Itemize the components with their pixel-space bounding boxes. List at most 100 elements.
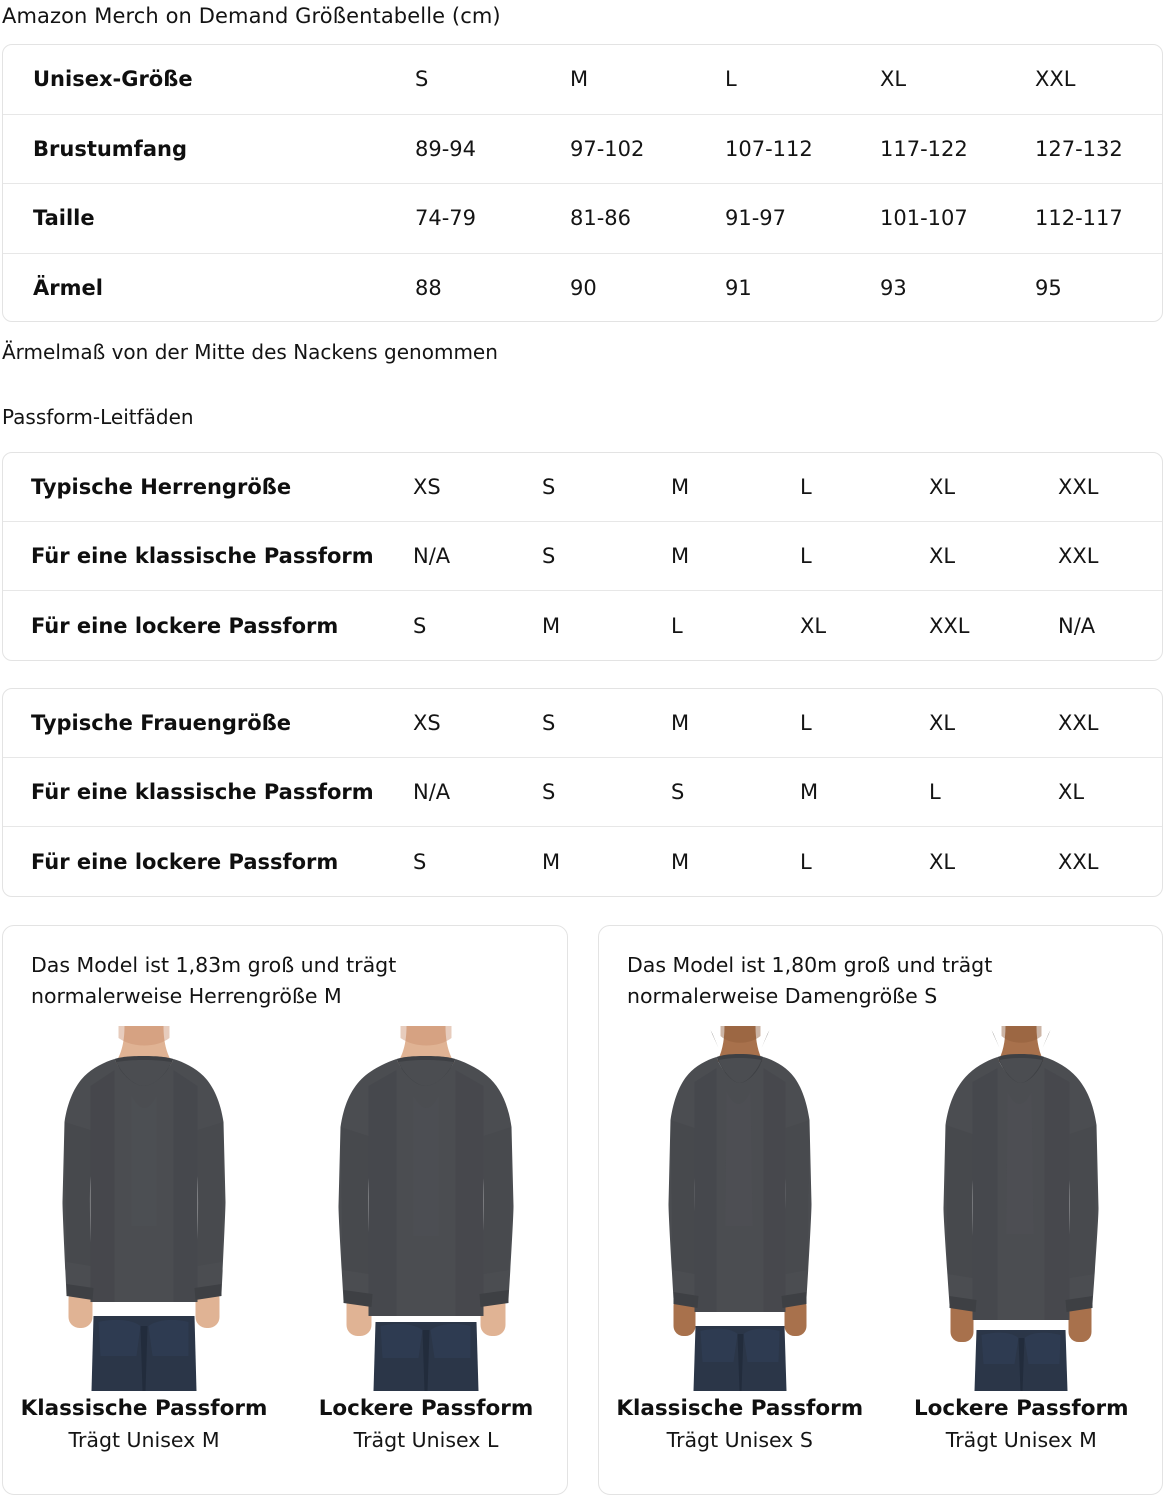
table-row: Typische Frauengröße XS S M L XL XXL bbox=[3, 689, 1162, 758]
size-header-xxl: XXL bbox=[1035, 67, 1076, 92]
sleeve-xl: 93 bbox=[880, 276, 907, 301]
caption-subtitle: Trägt Unisex S bbox=[666, 1428, 813, 1452]
mens-model-captions: Klassische Passform Trägt Unisex M Locke… bbox=[3, 1394, 567, 1456]
mens-typical-5: XXL bbox=[1058, 475, 1099, 499]
womens-classic-1: S bbox=[542, 780, 556, 804]
mens-relaxed-2: L bbox=[671, 613, 683, 638]
mens-classic-1: S bbox=[542, 544, 556, 568]
womens-relaxed-4: XL bbox=[929, 849, 956, 874]
chest-l: 107-112 bbox=[725, 136, 813, 161]
mens-classic-2: M bbox=[671, 544, 690, 568]
mens-typical-0: XS bbox=[413, 475, 441, 499]
waist-xxl: 112-117 bbox=[1035, 206, 1123, 231]
male-model-classic-fit-image bbox=[37, 1026, 252, 1391]
mens-fit-table: Typische Herrengröße XS S M L XL XXL Für… bbox=[2, 452, 1163, 661]
size-header-s: S bbox=[415, 67, 429, 92]
table-row: Für eine klassische Passform N/A S M L X… bbox=[3, 522, 1162, 591]
womens-relaxed-1: M bbox=[542, 849, 561, 874]
mens-relaxed-3: XL bbox=[800, 613, 827, 638]
mens-model-figures bbox=[3, 1026, 567, 1391]
mens-relaxed-1: M bbox=[542, 613, 561, 638]
row-label-waist: Taille bbox=[33, 206, 95, 231]
womens-model-figures bbox=[599, 1026, 1162, 1391]
chest-xl: 117-122 bbox=[880, 136, 968, 161]
fit-guide-heading: Passform-Leitfäden bbox=[2, 405, 194, 429]
womens-model-panel: Das Model ist 1,80m groß und trägt norma… bbox=[598, 925, 1163, 1495]
sleeve-m: 90 bbox=[570, 276, 597, 301]
waist-l: 91-97 bbox=[725, 206, 787, 231]
womens-relaxed-5: XXL bbox=[1058, 849, 1099, 874]
row-label-mens-relaxed-fit: Für eine lockere Passform bbox=[31, 613, 339, 638]
sleeve-xxl: 95 bbox=[1035, 276, 1062, 301]
row-label-womens-classic-fit: Für eine klassische Passform bbox=[31, 780, 374, 804]
table-row: Ärmel 88 90 91 93 95 bbox=[3, 254, 1162, 322]
row-label-chest: Brustumfang bbox=[33, 136, 187, 161]
womens-fit-table: Typische Frauengröße XS S M L XL XXL Für… bbox=[2, 688, 1163, 897]
caption-subtitle: Trägt Unisex M bbox=[68, 1428, 220, 1452]
figure-slot-classic bbox=[599, 1026, 881, 1391]
mens-typical-2: M bbox=[671, 475, 690, 499]
figure-slot-relaxed bbox=[285, 1026, 567, 1391]
womens-relaxed-3: L bbox=[800, 849, 812, 874]
caption-subtitle: Trägt Unisex L bbox=[353, 1428, 499, 1452]
size-header-xl: XL bbox=[880, 67, 907, 92]
mens-relaxed-0: S bbox=[413, 613, 427, 638]
caption-title: Lockere Passform bbox=[318, 1396, 534, 1421]
womens-typical-1: S bbox=[542, 711, 556, 735]
womens-classic-2: S bbox=[671, 780, 685, 804]
waist-s: 74-79 bbox=[415, 206, 477, 231]
table-row: Typische Herrengröße XS S M L XL XXL bbox=[3, 453, 1162, 522]
womens-typical-4: XL bbox=[929, 711, 956, 735]
row-label-typical-womens-size: Typische Frauengröße bbox=[31, 711, 292, 735]
female-model-relaxed-fit-image bbox=[914, 1026, 1129, 1391]
caption-relaxed-fit: Lockere Passform Trägt Unisex L bbox=[285, 1394, 567, 1456]
caption-title: Lockere Passform bbox=[913, 1396, 1129, 1421]
row-label-mens-classic-fit: Für eine klassische Passform bbox=[31, 544, 374, 568]
size-header-l: L bbox=[725, 67, 737, 92]
mens-classic-4: XL bbox=[929, 544, 956, 568]
mens-typical-1: S bbox=[542, 475, 556, 499]
figure-slot-classic bbox=[3, 1026, 285, 1391]
mens-typical-3: L bbox=[800, 475, 812, 499]
mens-relaxed-4: XXL bbox=[929, 613, 970, 638]
mens-relaxed-5: N/A bbox=[1058, 613, 1096, 638]
sleeve-l: 91 bbox=[725, 276, 752, 301]
womens-typical-2: M bbox=[671, 711, 690, 735]
female-model-classic-fit-image bbox=[632, 1026, 847, 1391]
table-row: Für eine lockere Passform S M M L XL XXL bbox=[3, 827, 1162, 896]
table-row: Für eine klassische Passform N/A S S M L… bbox=[3, 758, 1162, 827]
caption-title: Klassische Passform bbox=[20, 1396, 268, 1421]
womens-model-description: Das Model ist 1,80m groß und trägt norma… bbox=[627, 953, 993, 1008]
size-header-m: M bbox=[570, 67, 589, 92]
mens-typical-4: XL bbox=[929, 475, 956, 499]
mens-classic-5: XXL bbox=[1058, 544, 1099, 568]
sleeve-measurement-note: Ärmelmaß von der Mitte des Nackens genom… bbox=[2, 340, 498, 364]
waist-xl: 101-107 bbox=[880, 206, 968, 231]
page-title: Amazon Merch on Demand Größentabelle (cm… bbox=[2, 4, 501, 28]
waist-m: 81-86 bbox=[570, 206, 632, 231]
row-label-sleeve: Ärmel bbox=[33, 276, 103, 301]
chest-xxl: 127-132 bbox=[1035, 136, 1123, 161]
womens-classic-4: L bbox=[929, 780, 941, 804]
womens-classic-0: N/A bbox=[413, 780, 451, 804]
male-model-relaxed-fit-image bbox=[319, 1026, 534, 1391]
womens-typical-0: XS bbox=[413, 711, 441, 735]
sleeve-s: 88 bbox=[415, 276, 442, 301]
caption-relaxed-fit: Lockere Passform Trägt Unisex M bbox=[881, 1394, 1163, 1456]
table-header-row: Unisex-Größe S M L XL XXL bbox=[3, 45, 1162, 115]
row-label-typical-mens-size: Typische Herrengröße bbox=[31, 475, 292, 499]
mens-model-description: Das Model ist 1,83m groß und trägt norma… bbox=[31, 953, 397, 1008]
caption-subtitle: Trägt Unisex M bbox=[945, 1428, 1097, 1452]
womens-typical-3: L bbox=[800, 711, 812, 735]
chest-s: 89-94 bbox=[415, 136, 477, 161]
womens-typical-5: XXL bbox=[1058, 711, 1099, 735]
chest-m: 97-102 bbox=[570, 136, 645, 161]
caption-classic-fit: Klassische Passform Trägt Unisex S bbox=[599, 1394, 881, 1456]
mens-classic-0: N/A bbox=[413, 544, 451, 568]
figure-slot-relaxed bbox=[881, 1026, 1163, 1391]
table-row: Für eine lockere Passform S M L XL XXL N… bbox=[3, 591, 1162, 660]
caption-title: Klassische Passform bbox=[616, 1396, 864, 1421]
table-row: Brustumfang 89-94 97-102 107-112 117-122… bbox=[3, 115, 1162, 184]
size-table-header-label: Unisex-Größe bbox=[33, 67, 193, 92]
